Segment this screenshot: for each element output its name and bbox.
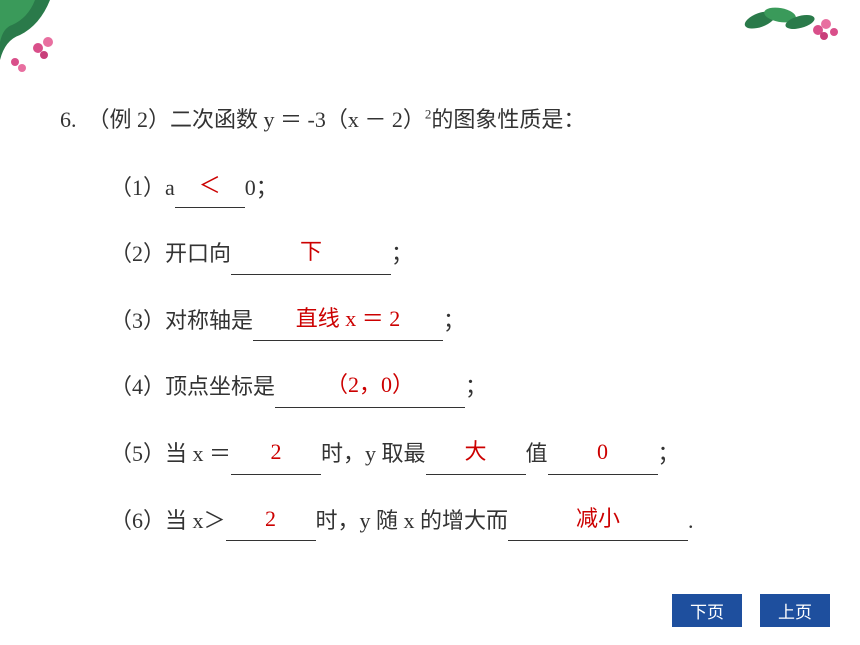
next-button[interactable]: 下页: [672, 594, 742, 627]
answer: 减小: [576, 506, 620, 531]
item-mid: 时，y 随 x 的增大而: [316, 508, 509, 533]
blank: 2: [231, 434, 321, 475]
item-4: （4）顶点坐标是 （2，0） ；: [110, 367, 800, 408]
item-pre: （6）当 x＞: [110, 508, 226, 533]
prev-button[interactable]: 上页: [760, 594, 830, 627]
blank: （2，0）: [275, 367, 465, 408]
item-2: （2）开口向 下 ；: [110, 234, 800, 275]
title-pre: 6. （例 2）二次函数 y ＝ -3（x － 2）: [60, 107, 425, 132]
corner-decoration-top-left: [0, 0, 90, 90]
item-post: ；: [443, 308, 465, 333]
blank: 直线 x ＝ 2: [253, 301, 443, 342]
item-pre: （4）顶点坐标是: [110, 374, 275, 399]
question-title: 6. （例 2）二次函数 y ＝ -3（x － 2）2的图象性质是：: [60, 100, 800, 140]
blank: 大: [426, 434, 526, 475]
answer: ＜: [199, 173, 221, 198]
blank: 减小: [508, 501, 688, 542]
answer: 0: [597, 439, 608, 464]
blank: 下: [231, 234, 391, 275]
nav-buttons: 下页 上页: [658, 594, 830, 627]
item-pre: （1）a: [110, 175, 175, 200]
item-post: 0；: [245, 175, 278, 200]
answer: 下: [300, 239, 322, 264]
item-pre: （2）开口向: [110, 241, 231, 266]
item-mid: 值: [526, 441, 548, 466]
blank: 2: [226, 501, 316, 542]
item-pre: （5）当 x ＝: [110, 441, 231, 466]
item-mid: 时，y 取最: [321, 441, 426, 466]
item-6: （6）当 x＞ 2 时，y 随 x 的增大而 减小.: [110, 501, 800, 542]
content-area: 6. （例 2）二次函数 y ＝ -3（x － 2）2的图象性质是： （1）a＜…: [60, 100, 800, 567]
item-post: ；: [391, 241, 413, 266]
answer: 大: [465, 439, 487, 464]
blank: 0: [548, 434, 658, 475]
answer: 2: [271, 439, 282, 464]
item-post: ；: [658, 441, 680, 466]
item-5: （5）当 x ＝ 2 时，y 取最 大 值 0 ；: [110, 434, 800, 475]
answer: 2: [265, 506, 276, 531]
item-1: （1）a ＜ 0；: [110, 168, 800, 209]
answer: 直线 x ＝ 2: [296, 306, 401, 331]
corner-decoration-top-right: [730, 0, 850, 70]
items-list: （1）a＜0；（2）开口向下；（3）对称轴是直线 x ＝ 2；（4）顶点坐标是（…: [60, 168, 800, 542]
blank: ＜: [175, 168, 245, 209]
answer: （2，0）: [326, 372, 414, 397]
item-pre: （3）对称轴是: [110, 308, 253, 333]
item-post: ；: [465, 374, 487, 399]
item-post: .: [688, 508, 694, 533]
item-3: （3）对称轴是 直线 x ＝ 2 ；: [110, 301, 800, 342]
title-post: 的图象性质是：: [431, 107, 585, 132]
